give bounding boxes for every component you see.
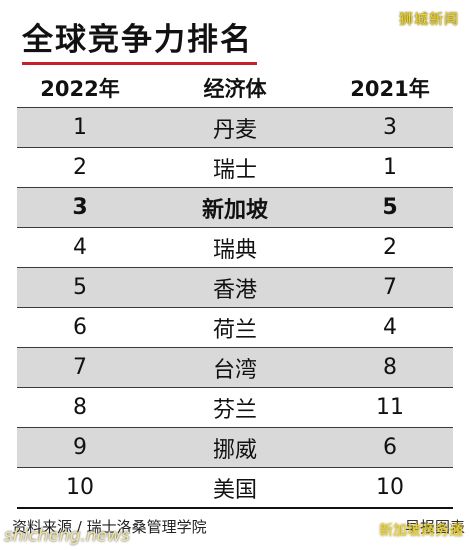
table-row: 1 丹麦 3 [17,108,453,148]
rank-2022-cell: 6 [73,315,87,340]
table-row: 7 台湾 8 [17,348,453,388]
economy-cell: 台湾 [212,357,257,383]
table-row: 2 瑞士 1 [17,148,453,188]
credit-label: 早报图表 [404,518,465,536]
rank-2022-cell: 1 [73,115,87,140]
page-title: 全球竞争力排名 [22,22,253,58]
table-header: 2022年 经济体 2021年 [17,68,453,108]
watermark-bottom-right: 新加坡商务通 [379,523,463,539]
header-2022: 2022年 [40,76,120,101]
header-economy: 经济体 [203,76,267,101]
header-2021: 2021年 [350,76,430,101]
table-row: 8 芬兰 11 [17,388,453,428]
table-row-highlight: 3 新加坡 5 [17,188,453,228]
rank-2021-cell: 2 [383,235,397,260]
rank-2022-cell: 10 [66,475,94,500]
source-note: 资料来源 / 瑞士洛桑管理学院 [12,518,207,536]
economy-cell: 挪威 [212,437,257,463]
economy-cell: 美国 [212,477,257,503]
economy-cell: 荷兰 [212,317,257,343]
title-underline [22,62,257,65]
economy-cell: 瑞典 [212,237,257,263]
economy-cell: 香港 [212,277,257,303]
rank-2021-cell: 4 [383,315,397,340]
table-row: 10 美国 10 [17,468,453,509]
economy-cell: 丹麦 [212,117,257,143]
watermark-bottom-left: shicheng.news [4,526,130,546]
rank-2021-cell: 1 [383,155,397,180]
rank-2022-cell: 9 [73,435,87,460]
rank-2021-cell: 5 [382,195,398,220]
rank-2021-cell: 10 [376,475,404,500]
rank-2022-cell: 8 [73,395,87,420]
table-row: 4 瑞典 2 [17,228,453,268]
rank-2021-cell: 6 [383,435,397,460]
rank-2022-cell: 7 [73,355,87,380]
economy-cell: 瑞士 [212,157,257,183]
table-row: 5 香港 7 [17,268,453,308]
rank-2022-cell: 3 [72,195,88,220]
ranking-table: 2022年 经济体 2021年 1 丹麦 3 2 瑞士 1 3 新加坡 5 4 … [17,68,453,509]
rank-2021-cell: 7 [383,275,397,300]
rank-2022-cell: 4 [73,235,87,260]
rank-2021-cell: 8 [383,355,397,380]
rank-2022-cell: 2 [73,155,87,180]
rank-2021-cell: 3 [383,115,397,140]
table-row: 6 荷兰 4 [17,308,453,348]
economy-cell: 新加坡 [201,197,268,223]
watermark-top: 狮城新闻 [399,12,459,28]
table-row: 9 挪威 6 [17,428,453,468]
rank-2021-cell: 11 [376,395,404,420]
economy-cell: 芬兰 [212,397,257,423]
rank-2022-cell: 5 [73,275,87,300]
